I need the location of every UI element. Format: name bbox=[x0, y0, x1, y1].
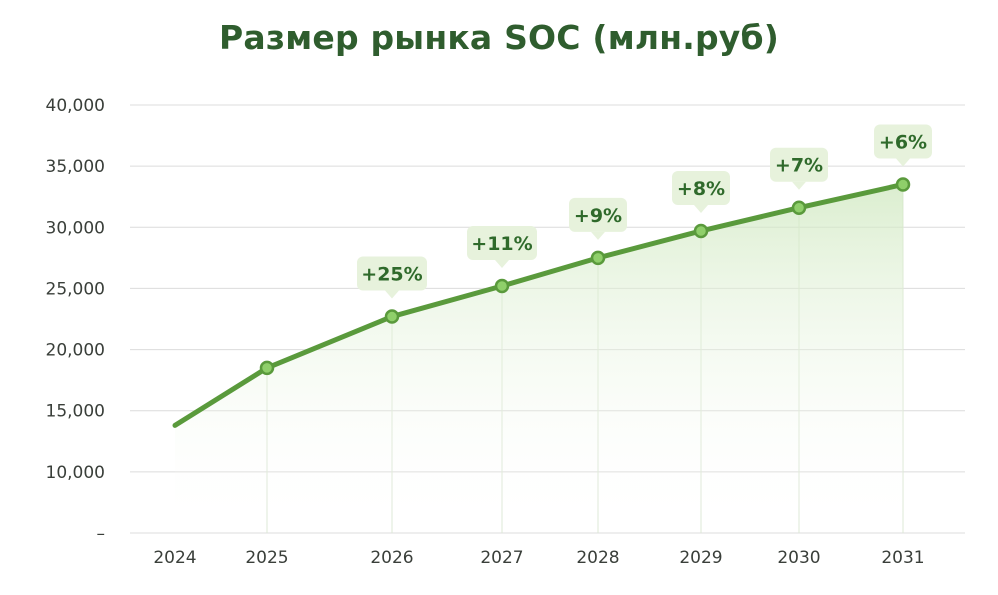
data-point bbox=[384, 309, 400, 324]
growth-badge: +9% bbox=[569, 197, 627, 240]
growth-badge: +25% bbox=[357, 256, 427, 299]
growth-badge-label: +25% bbox=[361, 264, 422, 286]
data-point bbox=[259, 360, 275, 376]
x-tick-label: 2031 bbox=[881, 548, 924, 568]
growth-badge-label: +6% bbox=[879, 131, 927, 153]
growth-badge-pointer bbox=[495, 259, 509, 268]
growth-badge-bg bbox=[467, 225, 537, 260]
y-tick-label: 40,000 bbox=[46, 96, 105, 116]
series-line bbox=[172, 181, 906, 428]
growth-badge-pointer bbox=[792, 181, 806, 190]
y-tick-label: 10,000 bbox=[46, 463, 105, 483]
badge-layer: +25% +11% +9% +8% +7% +6% bbox=[357, 124, 932, 299]
growth-badge-label: +8% bbox=[677, 178, 725, 200]
data-point bbox=[590, 250, 606, 266]
growth-badge-pointer bbox=[694, 204, 708, 213]
data-point bbox=[895, 177, 911, 192]
growth-badge-bg bbox=[569, 197, 627, 232]
x-axis-ticks: 2024 2025 2026 2027 2028 2029 2030 2031 bbox=[153, 548, 924, 568]
growth-badge-bg bbox=[770, 147, 828, 182]
x-tick-label: 2025 bbox=[245, 548, 288, 568]
growth-badge-bg bbox=[874, 124, 932, 159]
data-point bbox=[494, 278, 510, 294]
y-tick-label: 25,000 bbox=[46, 279, 105, 299]
y-tick-label: 20,000 bbox=[46, 341, 105, 361]
x-tick-label: 2028 bbox=[576, 548, 619, 568]
growth-badge-pointer bbox=[385, 290, 399, 299]
growth-badge-pointer bbox=[591, 231, 605, 240]
growth-badge-bg bbox=[357, 256, 427, 291]
line-layer bbox=[172, 181, 906, 428]
chart-title: Размер рынка SOC (млн.руб) bbox=[218, 18, 780, 57]
data-point bbox=[791, 200, 807, 215]
point-layer bbox=[259, 177, 911, 376]
x-tick-label: 2027 bbox=[480, 548, 523, 568]
growth-badge: +7% bbox=[770, 147, 828, 190]
growth-badge-label: +7% bbox=[775, 155, 823, 177]
y-axis-ticks: – 10,000 15,000 20,000 25,000 30,000 35,000 40,… bbox=[46, 96, 105, 544]
growth-badge-pointer bbox=[896, 158, 910, 167]
area-fill bbox=[175, 184, 903, 533]
y-tick-label: – bbox=[97, 524, 106, 544]
growth-badge: +11% bbox=[467, 225, 537, 268]
x-tick-label: 2030 bbox=[777, 548, 820, 568]
x-tick-label: 2026 bbox=[370, 548, 413, 568]
y-tick-label: 35,000 bbox=[46, 157, 105, 177]
x-tick-label: 2024 bbox=[153, 548, 196, 568]
growth-badge-bg bbox=[672, 170, 730, 205]
y-tick-label: 30,000 bbox=[46, 218, 105, 238]
area-layer bbox=[175, 184, 903, 533]
growth-badge-label: +9% bbox=[574, 205, 622, 227]
x-tick-label: 2029 bbox=[679, 548, 722, 568]
data-point bbox=[693, 223, 709, 239]
growth-badge: +6% bbox=[874, 124, 932, 167]
growth-badge: +8% bbox=[672, 170, 730, 213]
growth-badge-label: +11% bbox=[471, 233, 532, 255]
y-tick-label: 15,000 bbox=[46, 402, 105, 422]
